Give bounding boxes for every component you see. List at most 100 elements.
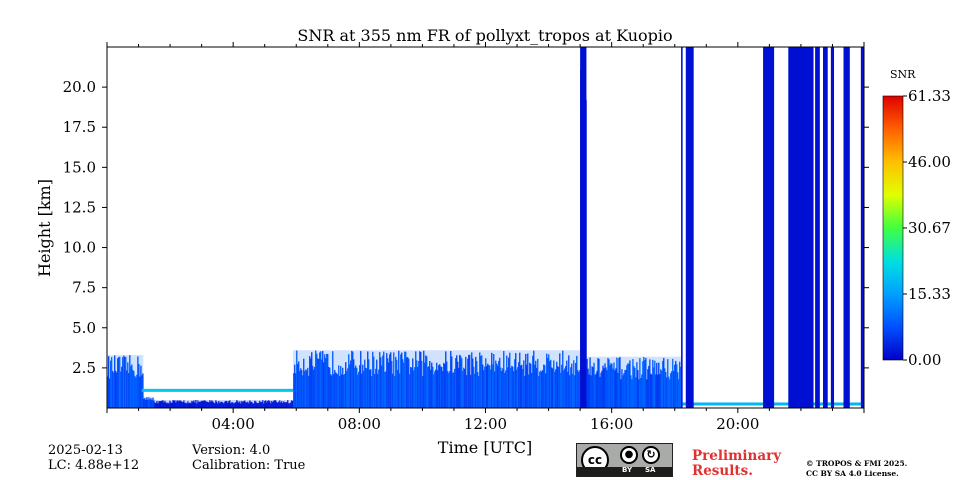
- signal-column: [175, 402, 177, 408]
- signal-column: [348, 354, 350, 408]
- signal-column: [376, 359, 378, 408]
- signal-column: [252, 403, 254, 408]
- signal-column: [402, 359, 404, 408]
- signal-column: [611, 363, 613, 408]
- signal-column: [319, 352, 321, 408]
- signal-column: [179, 400, 181, 408]
- signal-column: [476, 360, 478, 408]
- signal-column: [454, 368, 456, 408]
- signal-column: [135, 377, 137, 408]
- signal-column: [665, 371, 667, 408]
- signal-column: [153, 400, 155, 408]
- signal-column: [633, 366, 635, 408]
- signal-column: [632, 359, 634, 408]
- signal-column: [284, 402, 286, 408]
- signal-column: [128, 373, 130, 408]
- signal-column: [378, 369, 380, 408]
- signal-column: [589, 357, 591, 408]
- signal-column: [520, 365, 522, 408]
- signal-column: [587, 368, 589, 408]
- signal-column: [621, 369, 623, 408]
- signal-column: [225, 400, 227, 408]
- signal-column: [227, 402, 229, 408]
- signal-column: [298, 361, 300, 408]
- signal-column: [297, 363, 299, 408]
- signal-column: [563, 370, 565, 408]
- signal-column: [131, 364, 133, 408]
- signal-column: [473, 366, 475, 408]
- signal-column: [649, 359, 651, 408]
- signal-column: [382, 355, 384, 408]
- signal-column: [332, 351, 334, 408]
- signal-column: [172, 400, 174, 408]
- signal-column: [560, 372, 562, 408]
- signal-column: [532, 355, 534, 408]
- signal-column: [549, 361, 551, 408]
- signal-column: [329, 367, 331, 408]
- signal-column: [232, 402, 234, 408]
- signal-column: [286, 402, 288, 408]
- signal-column: [511, 365, 513, 408]
- signal-column: [170, 402, 172, 408]
- signal-column: [482, 364, 484, 408]
- signal-column: [336, 373, 338, 408]
- preliminary-line1: Preliminary: [692, 448, 782, 464]
- signal-column: [245, 402, 247, 408]
- signal-column: [300, 368, 302, 408]
- signal-column: [279, 400, 281, 408]
- signal-column: [622, 375, 624, 408]
- signal-column: [641, 374, 643, 408]
- signal-column: [502, 368, 504, 408]
- cc-sa-label: SA: [645, 466, 656, 474]
- signal-column: [651, 374, 653, 408]
- signal-column: [677, 372, 679, 408]
- signal-column: [288, 403, 290, 408]
- signal-column: [646, 379, 648, 408]
- signal-column: [425, 355, 427, 408]
- signal-column: [180, 400, 182, 408]
- footer-calibration: Calibration: True: [192, 458, 306, 473]
- signal-column: [541, 371, 543, 408]
- signal-column: [342, 367, 344, 408]
- signal-column: [530, 363, 532, 408]
- signal-column: [650, 373, 652, 408]
- signal-column: [210, 401, 212, 408]
- signal-column: [201, 400, 203, 408]
- signal-column: [360, 351, 362, 408]
- signal-column: [309, 356, 311, 408]
- signal-column: [243, 400, 245, 408]
- signal-column: [635, 377, 637, 408]
- y-tick-label: 7.5: [72, 279, 96, 297]
- signal-column: [504, 372, 506, 408]
- signal-column: [268, 400, 270, 408]
- signal-column: [559, 353, 561, 408]
- signal-column: [606, 370, 608, 408]
- cc-by-label: BY: [622, 466, 633, 474]
- signal-column: [462, 370, 464, 408]
- cc-badge-strip: BY SA: [577, 466, 672, 476]
- signal-column: [387, 358, 389, 408]
- signal-column: [388, 362, 390, 408]
- signal-column: [516, 369, 518, 408]
- signal-column: [260, 402, 262, 408]
- signal-column: [617, 372, 619, 408]
- signal-column: [669, 379, 671, 408]
- signal-column: [334, 370, 336, 408]
- signal-column: [593, 362, 595, 408]
- signal-column: [367, 351, 369, 408]
- signal-column: [191, 400, 193, 408]
- signal-column: [310, 358, 312, 408]
- signal-column: [391, 360, 393, 408]
- signal-column: [446, 361, 448, 408]
- signal-column: [112, 370, 114, 408]
- signal-column: [510, 367, 512, 408]
- signal-column: [618, 358, 620, 408]
- signal-column: [295, 373, 297, 408]
- signal-column: [192, 401, 194, 408]
- signal-column: [538, 376, 540, 408]
- signal-column: [475, 356, 477, 408]
- signal-column: [663, 357, 665, 408]
- signal-column: [577, 370, 579, 408]
- signal-column: [610, 363, 612, 408]
- signal-column: [223, 403, 225, 408]
